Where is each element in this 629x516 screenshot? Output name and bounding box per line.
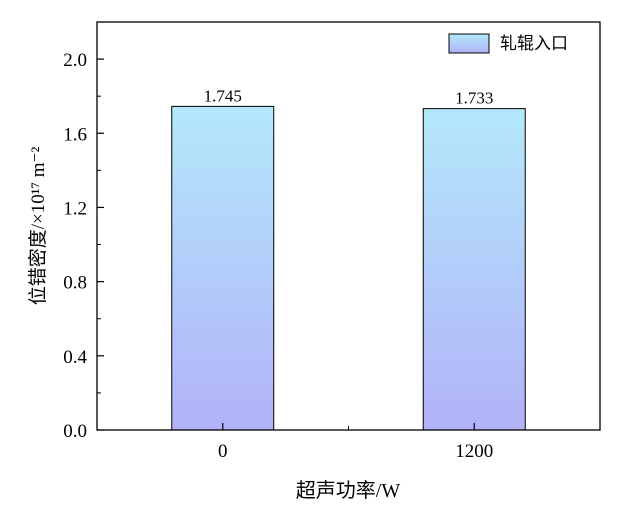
bars-layer: 1.745 1.733 — [171, 86, 526, 431]
bar-0 — [171, 105, 275, 431]
bar-1 — [422, 108, 526, 431]
x-axis-label: 超声功率/W — [296, 479, 401, 502]
legend-swatch — [448, 33, 490, 54]
y-tick-label-4: 1.6 — [63, 124, 87, 145]
y-tick-label-0: 0.0 — [63, 421, 87, 442]
legend-label: 轧辊入口 — [500, 34, 568, 53]
x-tick-label-0: 0 — [218, 441, 228, 462]
y-tick-label-1: 0.4 — [63, 347, 87, 368]
x-tick-label-1: 1200 — [455, 441, 493, 462]
data-label-1: 1.733 — [455, 89, 493, 108]
y-axis-label: 位错密度/×10¹⁷ m⁻² — [27, 146, 49, 305]
y-tick-label-2: 0.8 — [63, 273, 87, 294]
data-label-0: 1.745 — [204, 86, 242, 105]
y-tick-label-5: 2.0 — [63, 50, 87, 71]
y-tick-label-3: 1.2 — [63, 198, 87, 219]
axes-layer: 0 1200 0.0 0.4 0.8 1.2 1.6 2.0 — [63, 50, 493, 462]
legend: 轧辊入口 — [448, 33, 568, 54]
